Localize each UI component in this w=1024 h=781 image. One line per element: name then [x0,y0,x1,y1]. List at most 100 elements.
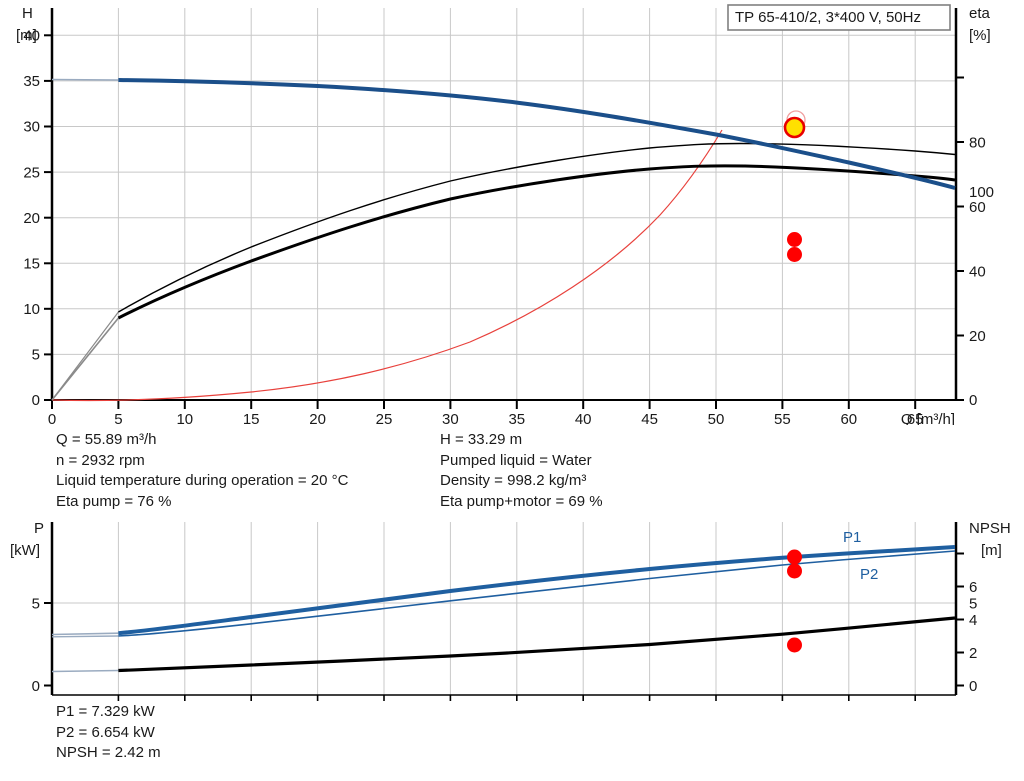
eta-pump-point-marker[interactable] [787,232,802,247]
duty-info-right-column: H = 33.29 m Pumped liquid = Water Densit… [440,430,603,512]
top-left-tick-labels: 0 5 10 15 20 25 30 35 40 [23,28,40,410]
bottom-left-tick-labels: 0 5 [32,596,40,696]
top-x-tick-labels: 0 5 10 15 20 25 30 35 40 45 50 55 60 65 [48,411,924,425]
top-x-ticks [51,400,917,409]
bottom-right-tick-labels: 0 2 4 5 6 [969,579,977,695]
svg-text:20: 20 [23,210,40,227]
bottom-power-chart: 0 5 P [kW] 0 2 4 5 6 NPSH [0,515,1024,705]
title-box [727,4,951,31]
duty-info-speed: n = 2932 rpm [56,451,145,469]
eta-pump-motor-curve [117,164,956,320]
svg-text:30: 30 [442,411,459,425]
duty-info-eta-pump: Eta pump = 76 % [56,492,172,510]
svg-text:0: 0 [969,678,977,695]
p2-curve [118,550,956,637]
duty-info-head: H = 33.29 m [440,431,523,448]
svg-text:5: 5 [32,596,40,613]
top-left-ticks [44,34,52,401]
svg-text:25: 25 [376,411,393,425]
svg-text:6: 6 [969,579,977,596]
power-info-p2: P2 = 6.654 kW [56,723,155,741]
p2-curve-faded [51,635,119,638]
bottom-left-axis-title-1: P [34,520,44,537]
p1-curve [118,545,956,636]
top-vertical-gridlines [117,8,916,400]
bottom-right-ticks [956,552,964,687]
svg-text:35: 35 [508,411,525,425]
eta-pump-motor-curve-faded [51,317,120,401]
top-left-axis-title-2: [m] [16,27,37,44]
svg-text:60: 60 [969,199,986,216]
svg-text:20: 20 [309,411,326,425]
svg-text:0: 0 [969,392,977,409]
title-box-label: TP 65-410/2, 3*400 V, 50Hz [735,9,921,26]
top-right-axis-title-1: eta [969,5,991,22]
svg-text:65: 65 [907,411,924,425]
svg-text:5: 5 [114,411,122,425]
bottom-right-axis-title-1: NPSH [969,520,1011,537]
eta-pump-motor-point-marker[interactable] [787,247,802,262]
svg-text:20: 20 [969,328,986,345]
power-info-p1: P1 = 7.329 kW [56,703,155,720]
top-plot-background [52,8,956,400]
svg-text:5: 5 [32,347,40,364]
top-chart-svg: 0 5 10 15 20 25 30 35 40 H [m] [16,4,991,425]
svg-text:35: 35 [23,73,40,90]
eta-pump-curve [118,142,956,313]
p1-duty-point-marker[interactable] [787,549,802,565]
svg-text:25: 25 [23,165,40,182]
svg-text:4: 4 [969,612,977,629]
top-horizontal-gridlines [52,34,956,355]
top-right-axis-title-2: [%] [969,27,991,44]
p1-curve-faded [51,632,119,636]
npsh-curve-faded [51,669,119,673]
svg-text:5: 5 [969,596,977,613]
svg-text:0: 0 [32,392,40,409]
svg-text:2: 2 [969,645,977,662]
power-info-npsh: NPSH = 2.42 m [56,744,161,761]
top-performance-chart: 0 5 10 15 20 25 30 35 40 H [m] [16,4,995,425]
svg-text:45: 45 [641,411,658,425]
duty-info-flow: Q = 55.89 m³/h [56,431,157,448]
svg-text:60: 60 [840,411,857,425]
eta-tick-label-100: 100 [969,184,995,201]
svg-text:40: 40 [969,264,986,281]
duty-info-liquid-temperature: Liquid temperature during operation = 20… [56,472,349,489]
top-right-tick-labels: 0 20 40 60 80 x x [969,135,986,410]
duty-info-eta-pump-motor: Eta pump+motor = 69 % [440,492,603,510]
svg-text:80: 80 [969,135,986,152]
svg-text:50: 50 [708,411,725,425]
p2-duty-point-marker[interactable] [787,563,802,579]
svg-text:0: 0 [32,678,40,695]
svg-text:30: 30 [23,119,40,136]
top-left-axis-title-1: H [22,5,33,22]
svg-text:15: 15 [23,256,40,273]
top-right-ticks [956,76,964,401]
svg-text:40: 40 [23,28,40,45]
svg-text:10: 10 [176,411,193,425]
svg-text:0: 0 [48,411,56,425]
duty-info-pumped-liquid: Pumped liquid = Water [440,451,592,469]
npsh-curve [118,616,956,673]
bottom-left-axis-title-2: [kW] [10,542,40,559]
head-curve [118,78,956,190]
power-info-block: P1 = 7.329 kW P2 = 6.654 kW NPSH = 2.42 … [56,702,161,764]
duty-info-density: Density = 998.2 kg/m³ [440,472,587,489]
duty-info-left-column: Q = 55.89 m³/h n = 2932 rpm Liquid tempe… [56,430,348,512]
npsh-duty-point-marker[interactable] [787,637,802,653]
svg-text:10: 10 [23,301,40,318]
system-curve [51,129,723,402]
bottom-chart-svg: 0 5 P [kW] 0 2 4 5 6 NPSH [10,520,1011,701]
bottom-left-ticks [44,602,52,687]
top-x-axis-title: Q [m³/h] [901,411,955,425]
head-curve-faded [51,78,119,81]
bottom-right-axis-title-2: [m] [981,542,1002,559]
svg-text:55: 55 [774,411,791,425]
duty-point-marker[interactable] [783,116,806,139]
p1-series-label: P1 [843,529,861,546]
svg-text:15: 15 [243,411,260,425]
svg-text:40: 40 [575,411,592,425]
p2-series-label: P2 [860,566,878,583]
bottom-x-ticks [117,695,917,701]
